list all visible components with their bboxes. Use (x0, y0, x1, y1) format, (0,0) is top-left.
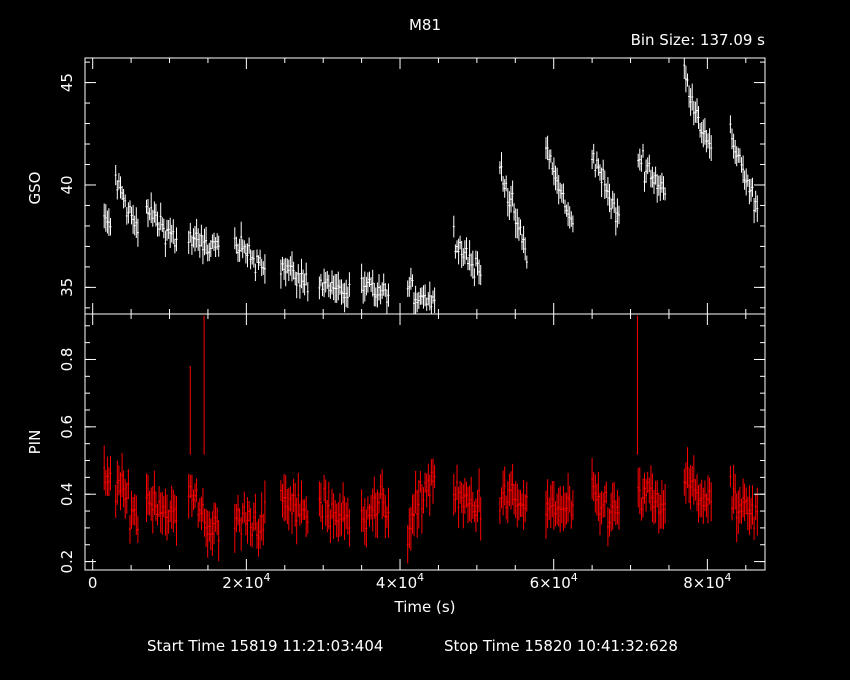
x-tick-label: 2×104 (222, 571, 270, 592)
x-axis-label: Time (s) (394, 598, 456, 616)
gso-series (103, 58, 759, 314)
gso-orbit-segment (233, 221, 266, 284)
y-tick-label: 0.6 (58, 415, 76, 439)
pin-orbit-segment (360, 469, 390, 548)
gso-orbit-segment (637, 143, 667, 203)
x-tick-labels: 0 2×104 4×104 6×104 8×104 (88, 571, 732, 592)
y-tick-label: 40 (58, 175, 76, 194)
gso-orbit-segment (729, 115, 759, 224)
x-tick-label: 0 (88, 574, 98, 592)
gso-orbit-segment (279, 251, 309, 302)
gso-orbit-segment (114, 165, 139, 247)
start-time-label: Start Time 15819 11:21:03:404 (147, 637, 383, 655)
stop-time-label: Stop Time 15820 10:41:32:628 (444, 637, 678, 655)
gso-orbit-segment (406, 267, 436, 314)
gso-orbit-segment (145, 192, 178, 257)
gso-orbit-segment (498, 152, 528, 269)
gso-y-axis-label: GSO (26, 172, 44, 205)
gso-panel: 35 40 45 (58, 57, 766, 315)
y-tick-label: 0.8 (58, 348, 76, 372)
gso-orbit-segment (360, 263, 390, 314)
pin-orbit-segment (103, 445, 112, 497)
gso-orbit-segment (318, 268, 351, 313)
gso-orbit-segment (683, 58, 713, 161)
y-tick-label: 45 (58, 73, 76, 92)
pin-orbit-segment (637, 465, 667, 534)
pin-orbit-segment (452, 464, 482, 541)
pin-orbit-segment (318, 474, 351, 547)
y-tick-label: 35 (58, 278, 76, 297)
pin-orbit-segment (279, 473, 309, 545)
bin-size-label: Bin Size: 137.09 s (631, 31, 766, 49)
pin-axes: 0.2 0.4 0.6 0.8 (58, 313, 766, 574)
pin-series (103, 315, 759, 564)
x-tick-label: 6×104 (530, 571, 578, 592)
pin-plot-frame (84, 313, 766, 571)
pin-orbit-segment (545, 473, 574, 539)
gso-orbit-segment (545, 135, 574, 233)
gso-orbit-segment (103, 203, 112, 236)
x-tick-label: 8×104 (683, 571, 731, 592)
pin-orbit-segment (406, 458, 436, 564)
pin-orbit-segment (683, 447, 713, 524)
gso-orbit-segment (187, 218, 220, 265)
chart-title: M81 (409, 16, 441, 34)
y-tick-label: 0.2 (58, 550, 76, 574)
pin-panel: 0.2 0.4 0.6 0.8 (58, 313, 766, 574)
pin-orbit-segment (591, 457, 620, 547)
x-tick-label: 4×104 (376, 571, 424, 592)
gso-orbit-segment (452, 215, 482, 287)
pin-orbit-segment (187, 473, 220, 562)
pin-orbit-segment (233, 480, 266, 557)
gso-orbit-segment (591, 143, 620, 236)
pin-orbit-segment (114, 452, 139, 544)
pin-y-axis-label: PIN (26, 430, 44, 455)
pin-orbit-segment (145, 470, 178, 546)
y-tick-label: 0.4 (58, 482, 76, 506)
pin-orbit-segment (498, 463, 528, 530)
pin-orbit-segment (729, 464, 759, 543)
